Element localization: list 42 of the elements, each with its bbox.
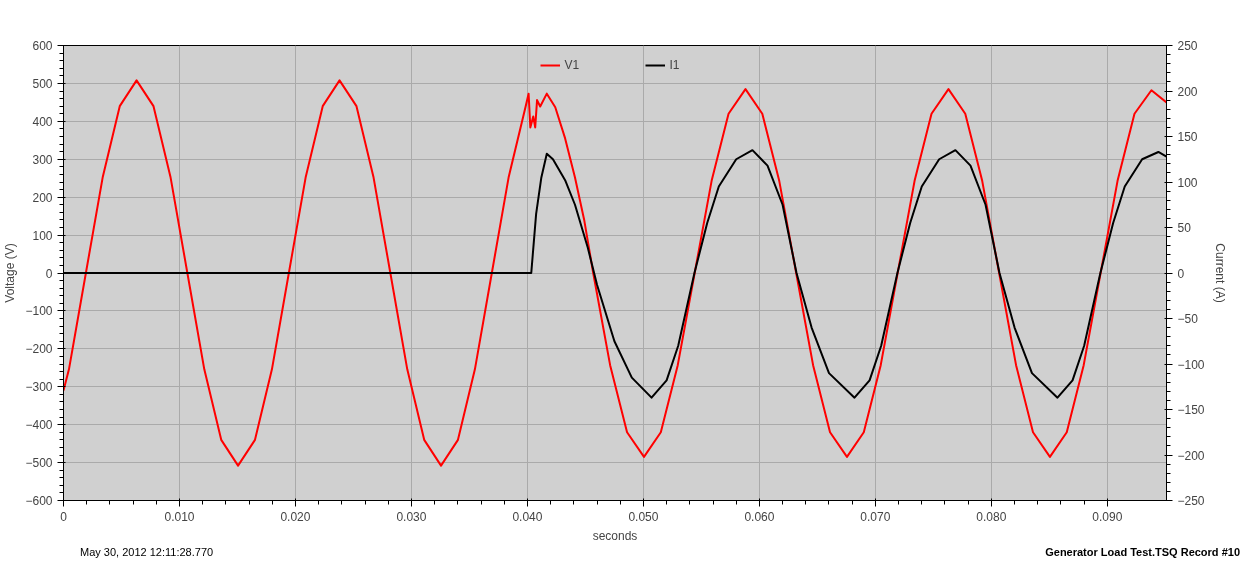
- y2-tick-label: −150: [1177, 403, 1205, 417]
- legend-label: V1: [564, 58, 581, 72]
- x-tick-label: 0.020: [280, 509, 311, 524]
- y2-tick-label: −50: [1177, 312, 1199, 326]
- y-tick-label: −300: [25, 380, 53, 395]
- line-series: [63, 79, 1167, 467]
- y-tick-label: 200: [32, 190, 53, 205]
- y-tick-label: −100: [25, 304, 53, 319]
- y-tick-label: 100: [32, 228, 53, 243]
- y-tick-label: 500: [32, 76, 53, 91]
- y2-tick-label: 200: [1177, 84, 1198, 99]
- y2-axis-title: Current (A): [1212, 243, 1227, 303]
- text: May 30, 2012 12:11:28.770: [80, 545, 214, 560]
- y2-tick-label: −250: [1177, 494, 1205, 508]
- y-tick-label: 0: [45, 266, 53, 281]
- x-tick-label: 0.030: [396, 509, 427, 524]
- x-tick-label: 0.040: [512, 509, 543, 524]
- y-tick-label: 300: [32, 152, 53, 167]
- x-tick-label: 0: [60, 509, 68, 524]
- x-tick-label: 0.050: [628, 509, 659, 524]
- x-tick-label: 0.010: [164, 509, 195, 524]
- x-tick-label: 0.080: [976, 509, 1007, 524]
- y-tick-label: −500: [25, 456, 53, 471]
- y-axis-title: Voltage (V): [3, 243, 18, 303]
- y-tick-label: −200: [25, 342, 53, 357]
- y2-tick-label: 250: [1177, 39, 1198, 53]
- y2-tick-label: 150: [1177, 130, 1198, 144]
- x-tick-label: 0.060: [744, 509, 775, 524]
- x-tick-label: 0.090: [1092, 509, 1123, 524]
- y-tick-label: −600: [25, 494, 53, 508]
- y-tick-label: 400: [32, 114, 53, 129]
- x-axis-title: seconds: [592, 528, 638, 543]
- y-tick-label: 600: [32, 39, 53, 53]
- y2-tick-label: 0: [1177, 266, 1185, 281]
- x-tick-label: 0.070: [860, 509, 891, 524]
- y2-tick-label: 50: [1177, 221, 1192, 235]
- y2-tick-label: −100: [1177, 357, 1205, 372]
- y2-tick-label: 100: [1177, 175, 1198, 190]
- legend-label: I1: [669, 58, 681, 72]
- text: Generator Load Test.TSQ Record #10: [1045, 545, 1240, 560]
- y2-tick-label: −200: [1177, 448, 1205, 463]
- y-tick-label: −400: [25, 418, 53, 433]
